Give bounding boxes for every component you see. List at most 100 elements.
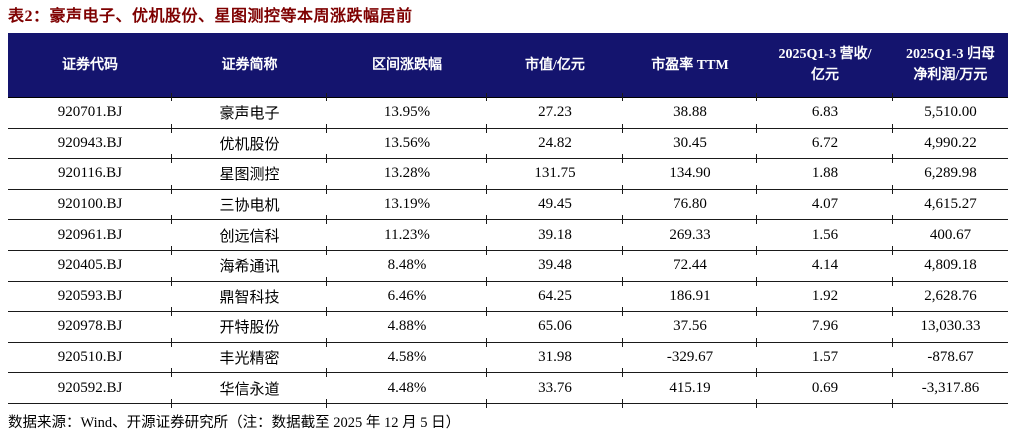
cell-net-profit: 400.67 bbox=[892, 219, 1008, 255]
cell-security-name: 优机股份 bbox=[171, 128, 327, 163]
data-source-note: 数据来源：Wind、开源证券研究所（注：数据截至 2025 年 12 月 5 日… bbox=[8, 414, 461, 431]
cell-pe-ttm: 186.91 bbox=[622, 281, 757, 316]
cell-interval-change: 13.56% bbox=[326, 128, 487, 163]
table-header: 证券代码 证券简称 区间涨跌幅 市值/亿元 市盈率 TTM 2025Q1-3 营… bbox=[8, 33, 1008, 101]
cell-security-code: 920593.BJ bbox=[8, 281, 172, 313]
cell-pe-ttm: 76.80 bbox=[622, 189, 757, 224]
cell-pe-ttm: -329.67 bbox=[622, 342, 757, 377]
cell-pe-ttm: 415.19 bbox=[622, 372, 757, 407]
table-row: 920943.BJ 优机股份 13.56% 24.82 30.45 6.72 4… bbox=[8, 128, 1008, 163]
header-security-name: 证券简称 bbox=[171, 33, 327, 101]
table-title: 表2：豪声电子、优机股份、星图测控等本周涨跌幅居前 bbox=[8, 8, 413, 25]
cell-net-profit: 13,030.33 bbox=[892, 311, 1008, 346]
header-label: 市盈率 TTM bbox=[651, 57, 729, 73]
cell-interval-change: 4.58% bbox=[326, 342, 487, 377]
header-revenue: 2025Q1-3 营收/亿元 bbox=[756, 33, 893, 101]
header-label: 2025Q1-3 归母 bbox=[905, 47, 996, 62]
header-label-line2: 净利润/万元 bbox=[913, 68, 988, 83]
cell-security-code: 920978.BJ bbox=[8, 311, 172, 343]
cell-security-code: 920405.BJ bbox=[8, 250, 172, 282]
cell-security-name: 鼎智科技 bbox=[171, 281, 327, 316]
stock-gainers-table: 证券代码 证券简称 区间涨跌幅 市值/亿元 市盈率 TTM 2025Q1-3 营… bbox=[8, 33, 1008, 407]
table-row: 920510.BJ 丰光精密 4.58% 31.98 -329.67 1.57 … bbox=[8, 342, 1008, 377]
header-label: 证券代码 bbox=[62, 57, 118, 73]
table-row: 920593.BJ 鼎智科技 6.46% 64.25 186.91 1.92 2… bbox=[8, 281, 1008, 316]
cell-net-profit: -878.67 bbox=[892, 342, 1008, 377]
cell-revenue: 7.96 bbox=[756, 311, 893, 346]
table-row: 920405.BJ 海希通讯 8.48% 39.48 72.44 4.14 4,… bbox=[8, 250, 1008, 285]
cell-interval-change: 8.48% bbox=[326, 250, 487, 285]
cell-pe-ttm: 38.88 bbox=[622, 97, 757, 132]
header-security-code: 证券代码 bbox=[8, 33, 172, 98]
header-label: 2025Q1-3 营收/ bbox=[778, 47, 872, 62]
cell-pe-ttm: 72.44 bbox=[622, 250, 757, 285]
cell-market-cap: 31.98 bbox=[486, 342, 623, 377]
cell-net-profit: 2,628.76 bbox=[892, 281, 1008, 316]
header-label-line2: 亿元 bbox=[811, 68, 839, 83]
cell-interval-change: 6.46% bbox=[326, 281, 487, 316]
cell-security-code: 920100.BJ bbox=[8, 189, 172, 221]
cell-security-name: 星图测控 bbox=[171, 158, 327, 193]
header-market-cap: 市值/亿元 bbox=[486, 33, 623, 101]
cell-pe-ttm: 269.33 bbox=[622, 219, 757, 255]
cell-security-name: 豪声电子 bbox=[171, 97, 327, 132]
cell-net-profit: 6,289.98 bbox=[892, 158, 1008, 193]
cell-pe-ttm: 134.90 bbox=[622, 158, 757, 193]
cell-interval-change: 4.48% bbox=[326, 372, 487, 407]
cell-market-cap: 27.23 bbox=[486, 97, 623, 132]
table-body: 920701.BJ 豪声电子 13.95% 27.23 38.88 6.83 5… bbox=[8, 97, 1008, 407]
cell-revenue: 0.69 bbox=[756, 372, 893, 407]
cell-net-profit: 5,510.00 bbox=[892, 97, 1008, 132]
cell-net-profit: -3,317.86 bbox=[892, 372, 1008, 407]
cell-security-code: 920592.BJ bbox=[8, 372, 172, 404]
cell-market-cap: 64.25 bbox=[486, 281, 623, 316]
cell-security-name: 丰光精密 bbox=[171, 342, 327, 377]
cell-revenue: 1.56 bbox=[756, 219, 893, 255]
cell-pe-ttm: 30.45 bbox=[622, 128, 757, 163]
table-row: 920592.BJ 华信永道 4.48% 33.76 415.19 0.69 -… bbox=[8, 372, 1008, 407]
table-row: 920978.BJ 开特股份 4.88% 65.06 37.56 7.96 13… bbox=[8, 311, 1008, 346]
cell-revenue: 1.57 bbox=[756, 342, 893, 377]
cell-security-name: 华信永道 bbox=[171, 372, 327, 407]
cell-interval-change: 4.88% bbox=[326, 311, 487, 346]
cell-net-profit: 4,990.22 bbox=[892, 128, 1008, 163]
header-label: 证券简称 bbox=[221, 57, 278, 73]
header-label: 区间涨跌幅 bbox=[372, 57, 442, 73]
cell-market-cap: 33.76 bbox=[486, 372, 623, 407]
cell-security-name: 海希通讯 bbox=[171, 250, 327, 285]
cell-security-code: 920116.BJ bbox=[8, 158, 172, 190]
cell-interval-change: 13.95% bbox=[326, 97, 487, 132]
table-row: 920100.BJ 三协电机 13.19% 49.45 76.80 4.07 4… bbox=[8, 189, 1008, 224]
cell-market-cap: 24.82 bbox=[486, 128, 623, 163]
cell-revenue: 4.07 bbox=[756, 189, 893, 224]
cell-revenue: 6.72 bbox=[756, 128, 893, 163]
cell-security-code: 920961.BJ bbox=[8, 219, 172, 251]
cell-pe-ttm: 37.56 bbox=[622, 311, 757, 346]
cell-market-cap: 49.45 bbox=[486, 189, 623, 224]
cell-revenue: 6.83 bbox=[756, 97, 893, 132]
cell-market-cap: 39.18 bbox=[486, 219, 623, 255]
cell-revenue: 4.14 bbox=[756, 250, 893, 285]
header-net-profit: 2025Q1-3 归母 净利润/万元 bbox=[892, 33, 1008, 101]
cell-revenue: 1.92 bbox=[756, 281, 893, 316]
cell-market-cap: 65.06 bbox=[486, 311, 623, 346]
cell-interval-change: 13.28% bbox=[326, 158, 487, 193]
cell-interval-change: 13.19% bbox=[326, 189, 487, 224]
cell-security-code: 920943.BJ bbox=[8, 128, 172, 160]
cell-security-code: 920701.BJ bbox=[8, 97, 172, 129]
table-row: 920701.BJ 豪声电子 13.95% 27.23 38.88 6.83 5… bbox=[8, 97, 1008, 132]
cell-security-name: 创远信科 bbox=[171, 219, 327, 255]
header-interval-change: 区间涨跌幅 bbox=[326, 33, 487, 101]
cell-interval-change: 11.23% bbox=[326, 219, 487, 255]
header-label: 市值/亿元 bbox=[525, 57, 585, 73]
cell-security-code: 920510.BJ bbox=[8, 342, 172, 374]
header-pe-ttm: 市盈率 TTM bbox=[622, 33, 757, 101]
cell-market-cap: 39.48 bbox=[486, 250, 623, 285]
cell-net-profit: 4,809.18 bbox=[892, 250, 1008, 285]
cell-security-name: 三协电机 bbox=[171, 189, 327, 224]
cell-revenue: 1.88 bbox=[756, 158, 893, 193]
cell-security-name: 开特股份 bbox=[171, 311, 327, 346]
table-row: 920116.BJ 星图测控 13.28% 131.75 134.90 1.88… bbox=[8, 158, 1008, 193]
table-row: 920961.BJ 创远信科 11.23% 39.18 269.33 1.56 … bbox=[8, 219, 1008, 255]
report-table-section: 表2：豪声电子、优机股份、星图测控等本周涨跌幅居前 证券代码 证券简称 区间涨跌… bbox=[8, 8, 1008, 431]
